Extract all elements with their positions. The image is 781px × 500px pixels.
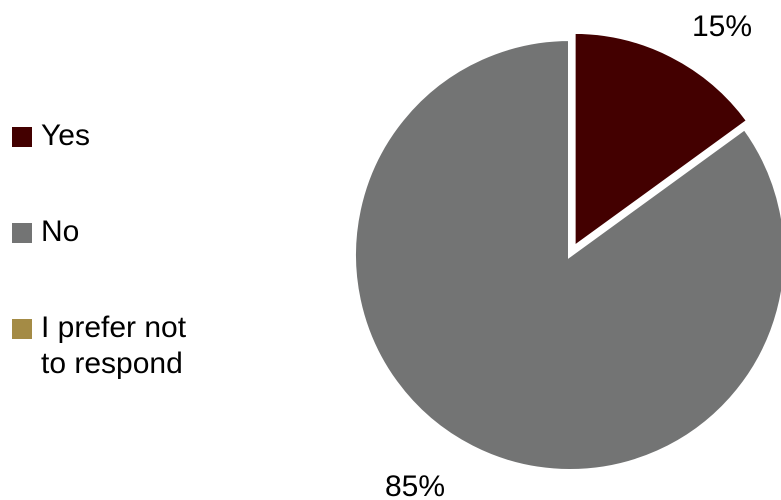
legend-label-prefer-not: I prefer not to respond [41, 311, 187, 380]
legend-swatch-yes [12, 127, 32, 147]
legend-swatch-prefer-not [12, 319, 32, 339]
legend-swatch-no [12, 223, 32, 243]
legend-item-yes: Yes [12, 118, 242, 154]
legend-label-yes: Yes [41, 119, 90, 152]
legend-label-no: No [41, 215, 80, 248]
pie-slices [352, 29, 781, 473]
data-label-yes: 15% [692, 10, 752, 43]
data-label-no: 85% [385, 470, 445, 500]
legend-item-no: No [12, 214, 242, 250]
pie-slice-yes [571, 29, 752, 252]
pie-slice-no [352, 36, 781, 473]
legend-item-prefer-not: I prefer not to respond [12, 310, 217, 382]
chart-legend: Yes No I prefer not to respond [12, 118, 242, 442]
